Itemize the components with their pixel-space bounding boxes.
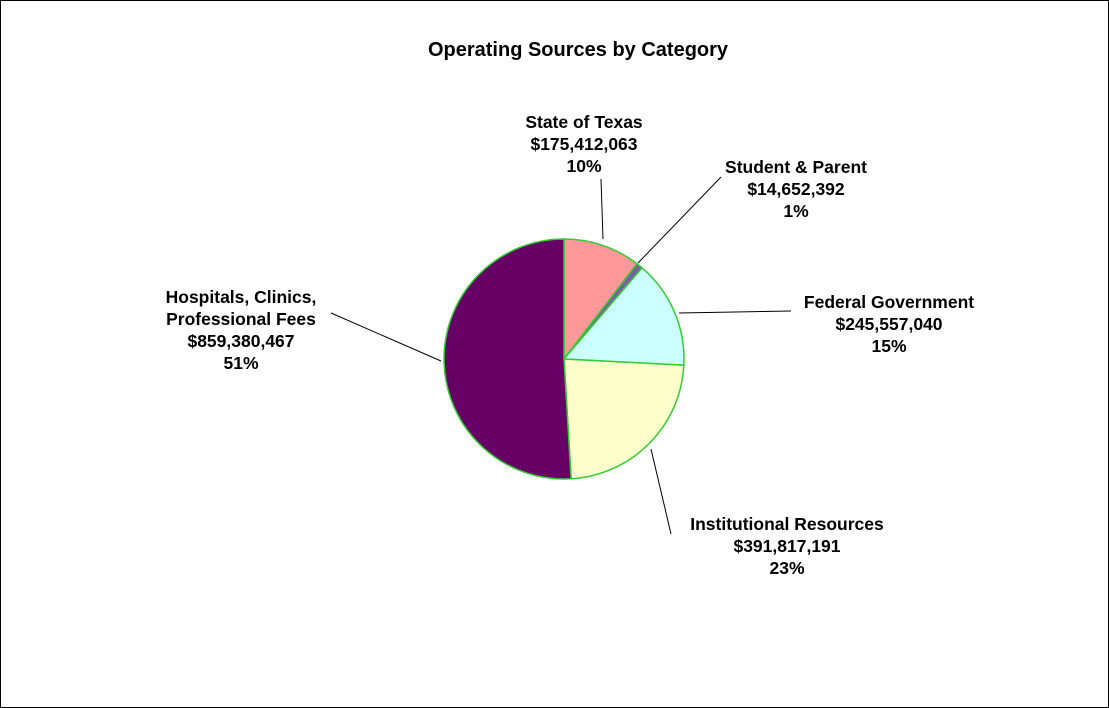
pie-slices [443, 238, 685, 480]
slice-labels: State of Texas $175,412,063 10% Student & P… [166, 112, 975, 578]
slice-percent: 1% [783, 201, 809, 221]
slice-label: State of Texas $175,412,063 10% [525, 112, 643, 176]
pie-slice-hospitals-clinics-professional-fees [443, 238, 572, 480]
slice-label: Federal Government $245,557,040 15% [804, 292, 974, 356]
slice-name: State of Texas [525, 112, 643, 132]
pie-slice-institutional-resources [563, 358, 685, 480]
slice-label: Student & Parent $14,652,392 1% [725, 157, 867, 221]
leader-line [330, 312, 442, 362]
chart-title: Operating Sources by Category [428, 39, 729, 61]
slice-name: Hospitals, Clinics, [166, 287, 317, 307]
slice-name: Federal Government [804, 292, 974, 312]
leader-line [678, 310, 792, 314]
slice-name: Student & Parent [725, 157, 867, 177]
slice-name: Professional Fees [166, 309, 316, 329]
slice-value: $391,817,191 [733, 536, 840, 556]
slice-value: $859,380,467 [187, 331, 294, 351]
pie-slice-state-of-texas [563, 238, 639, 362]
leader-line [637, 176, 722, 264]
leader-line [600, 178, 604, 240]
slice-value: $175,412,063 [530, 134, 637, 154]
slice-percent: 10% [566, 156, 601, 176]
slice-percent: 23% [769, 558, 804, 578]
slice-value: $14,652,392 [747, 179, 845, 199]
slice-percent: 15% [871, 336, 906, 356]
leader-line [650, 448, 672, 535]
slice-value: $245,557,040 [835, 314, 942, 334]
slice-name: Institutional Resources [690, 514, 884, 534]
slice-label: Hospitals, Clinics, Professional Fees $859… [166, 287, 317, 373]
pie-slice-federal-government [562, 266, 685, 367]
slice-label: Institutional Resources $391,817,191 23% [690, 514, 884, 578]
leader-lines [330, 176, 792, 535]
slice-percent: 51% [223, 353, 258, 373]
